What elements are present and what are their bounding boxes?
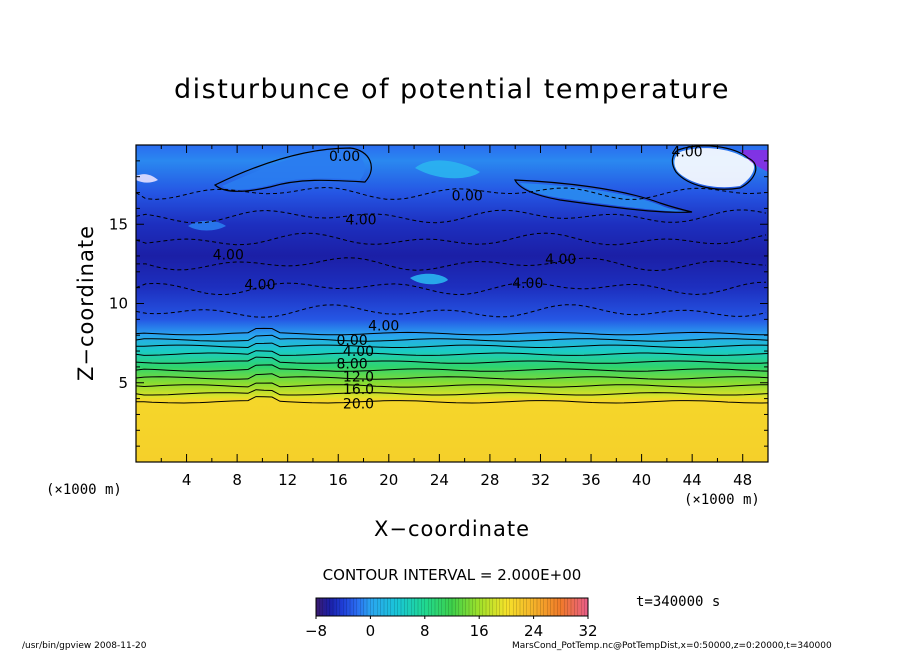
x-tick-label-7: 32 bbox=[531, 471, 550, 489]
contour-line bbox=[136, 373, 768, 380]
contour-line bbox=[136, 342, 768, 349]
contour-label-7: 4.00 bbox=[512, 276, 543, 292]
contour-label-12: 12.0 bbox=[343, 369, 374, 385]
footer-dataset: MarsCond_PotTemp.nc@PotTempDist,x=0:5000… bbox=[512, 641, 832, 651]
x-tick-label-1: 8 bbox=[232, 471, 242, 489]
field-feature bbox=[188, 220, 226, 231]
contour-line-zero bbox=[213, 147, 372, 192]
contour-label-10: 4.00 bbox=[343, 344, 374, 360]
chart-title: disturbunce of potential temperature bbox=[174, 74, 730, 105]
contour-label-4: 4.00 bbox=[213, 247, 244, 263]
contour-label-13: 16.0 bbox=[343, 382, 374, 398]
contour-label-8: 4.00 bbox=[368, 319, 399, 335]
contour-label-2: 4.00 bbox=[672, 144, 703, 160]
contour-line-negative bbox=[136, 257, 767, 272]
field-feature bbox=[222, 150, 365, 190]
contour-label-3: 4.00 bbox=[345, 213, 376, 229]
colorbar-label-4: 24 bbox=[524, 622, 543, 640]
field-background bbox=[136, 145, 768, 462]
x-tick-label-0: 4 bbox=[182, 471, 192, 489]
field-feature bbox=[410, 273, 448, 285]
x-axis-title: X−coordinate bbox=[374, 517, 530, 541]
colorbar: −8 0 8 16 24 32 bbox=[305, 597, 598, 640]
contour-line-zero bbox=[671, 145, 757, 190]
field-feature bbox=[415, 160, 480, 179]
field-feature bbox=[136, 174, 158, 183]
contour-label-11: 8.00 bbox=[337, 357, 368, 373]
x-tick-label-8: 36 bbox=[581, 471, 600, 489]
x-unit-right: (×1000 m) bbox=[684, 492, 760, 508]
colorbar-label-0: −8 bbox=[305, 622, 327, 640]
x-unit-left: (×1000 m) bbox=[46, 482, 122, 498]
colorbar-label-3: 16 bbox=[470, 622, 489, 640]
y-axis: 5 10 15 bbox=[109, 160, 768, 447]
x-axis: 4 8 12 16 20 24 28 32 36 40 44 48 bbox=[160, 145, 752, 489]
colorbar-label-5: 32 bbox=[578, 622, 597, 640]
contour-label-1: 0.00 bbox=[452, 189, 483, 205]
field-feature bbox=[674, 148, 755, 188]
contour-line-negative bbox=[136, 304, 767, 318]
field-feature bbox=[520, 183, 690, 212]
y-axis-title: Z−coordinate bbox=[74, 225, 98, 381]
x-tick-label-2: 12 bbox=[278, 471, 297, 489]
y-tick-label-0: 5 bbox=[118, 374, 128, 392]
contour-line bbox=[136, 334, 768, 342]
contour-line bbox=[136, 396, 768, 404]
contour-label-6: 4.00 bbox=[244, 278, 275, 294]
contour-line-negative bbox=[136, 209, 767, 224]
y-tick-label-2: 15 bbox=[109, 215, 128, 233]
contour-labels: 0.000.004.004.004.00 4.004.00 4.004.000.00… bbox=[213, 144, 703, 412]
time-label: t=340000 s bbox=[636, 594, 721, 610]
contour-label-0: 0.00 bbox=[329, 149, 360, 165]
contour-line bbox=[136, 364, 768, 372]
x-tick-label-4: 20 bbox=[379, 471, 398, 489]
x-tick-label-11: 48 bbox=[733, 471, 752, 489]
contour-line bbox=[136, 389, 768, 396]
x-tick-label-6: 28 bbox=[480, 471, 499, 489]
contour-line bbox=[136, 356, 768, 364]
contour-line-negative bbox=[136, 232, 767, 246]
contour-lines bbox=[136, 145, 768, 404]
colorbar-label-1: 0 bbox=[366, 622, 376, 640]
contour-label-9: 0.00 bbox=[337, 333, 368, 349]
contour-interval-label: CONTOUR INTERVAL = 2.000E+00 bbox=[322, 566, 582, 584]
footer-command: /usr/bin/gpview 2008-11-20 bbox=[22, 641, 147, 651]
contour-line-zero bbox=[514, 179, 693, 213]
y-tick-label-1: 10 bbox=[109, 295, 128, 313]
contour-line bbox=[136, 382, 768, 388]
x-tick-label-3: 16 bbox=[329, 471, 348, 489]
colorbar-label-2: 8 bbox=[420, 622, 430, 640]
contour-line bbox=[136, 350, 768, 356]
contour-line bbox=[136, 327, 768, 336]
field-feature bbox=[740, 150, 768, 172]
x-tick-label-9: 40 bbox=[632, 471, 651, 489]
x-tick-label-10: 44 bbox=[683, 471, 702, 489]
heatmap-field bbox=[136, 145, 768, 462]
contour-line-negative bbox=[136, 281, 767, 296]
contour-label-14: 20.0 bbox=[343, 396, 374, 412]
contour-label-5: 4.00 bbox=[545, 252, 576, 268]
x-tick-label-5: 24 bbox=[430, 471, 449, 489]
